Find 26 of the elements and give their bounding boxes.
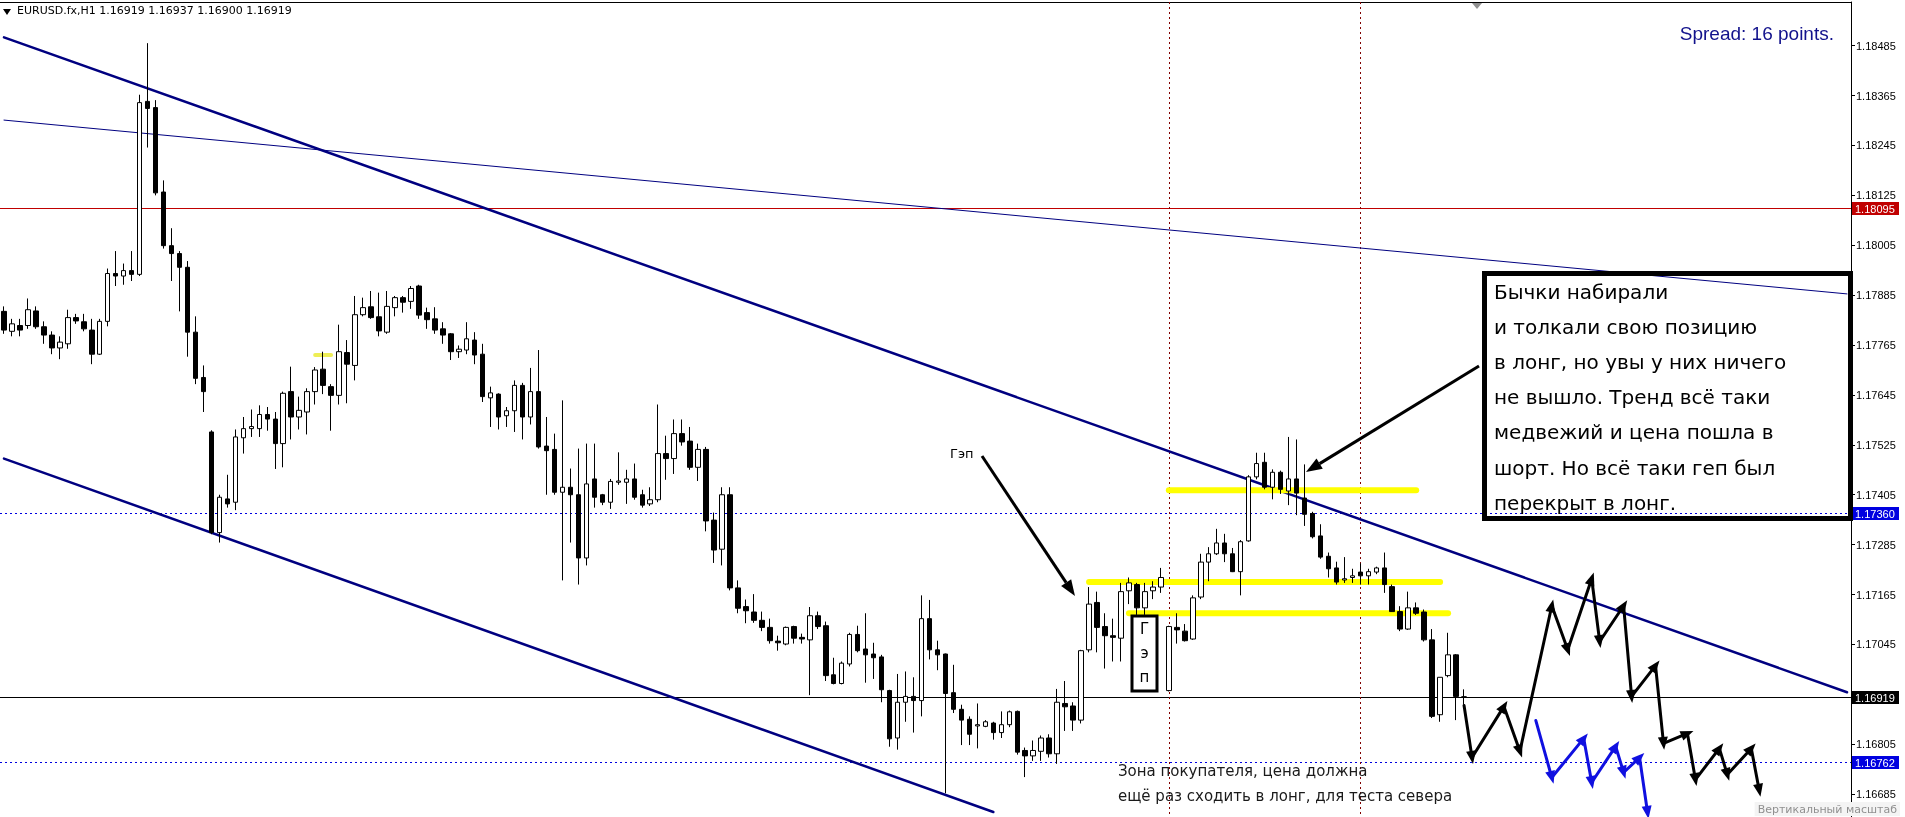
y-tick-label: 1.17525 (1856, 438, 1896, 451)
chart-title: EURUSD.fx,H1 1.16919 1.16937 1.16900 1.16919 (17, 4, 292, 17)
ref-line-label: 1.16762 (1855, 756, 1895, 769)
y-tick-label: 1.16805 (1856, 738, 1896, 751)
annotation: Spread: 16 points. (1679, 22, 1834, 44)
ref-line-label: 1.16919 (1855, 691, 1895, 704)
y-tick-label: 1.18485 (1856, 39, 1896, 52)
ref-line-label: 1.18095 (1855, 202, 1895, 215)
y-tick-label: 1.17165 (1856, 588, 1896, 601)
annotation: Зона покупателя, цена должна ещё раз сходить в лонг, для теста севера (1118, 761, 1453, 805)
ref-line-label: 1.17360 (1855, 507, 1895, 520)
y-tick-label: 1.17405 (1856, 488, 1896, 501)
y-tick-label: 1.17765 (1856, 339, 1896, 352)
y-tick-label: 1.17885 (1856, 289, 1896, 302)
y-tick-label: 1.18245 (1856, 139, 1896, 152)
annotation: Гэп (950, 445, 974, 461)
y-tick-label: 1.17045 (1856, 638, 1896, 651)
y-tick-label: 1.17285 (1856, 538, 1896, 551)
annotation: Вертикальный масштаб (1757, 802, 1898, 816)
y-tick-label: 1.18125 (1856, 189, 1896, 202)
annotation: Г э п (1139, 620, 1150, 686)
y-tick-label: 1.16685 (1856, 788, 1896, 801)
y-tick-label: 1.18365 (1856, 89, 1896, 102)
y-tick-label: 1.18005 (1856, 239, 1896, 252)
annotation: Бычки набирали и толкали свою позицию в лонг, но увы у них ничего не вышло. Тренд всё таки медвежий и цена пошла в шорт. Но всё таки геп был перекрыт в лонг. (1494, 279, 1787, 515)
y-tick-label: 1.17645 (1856, 388, 1896, 401)
